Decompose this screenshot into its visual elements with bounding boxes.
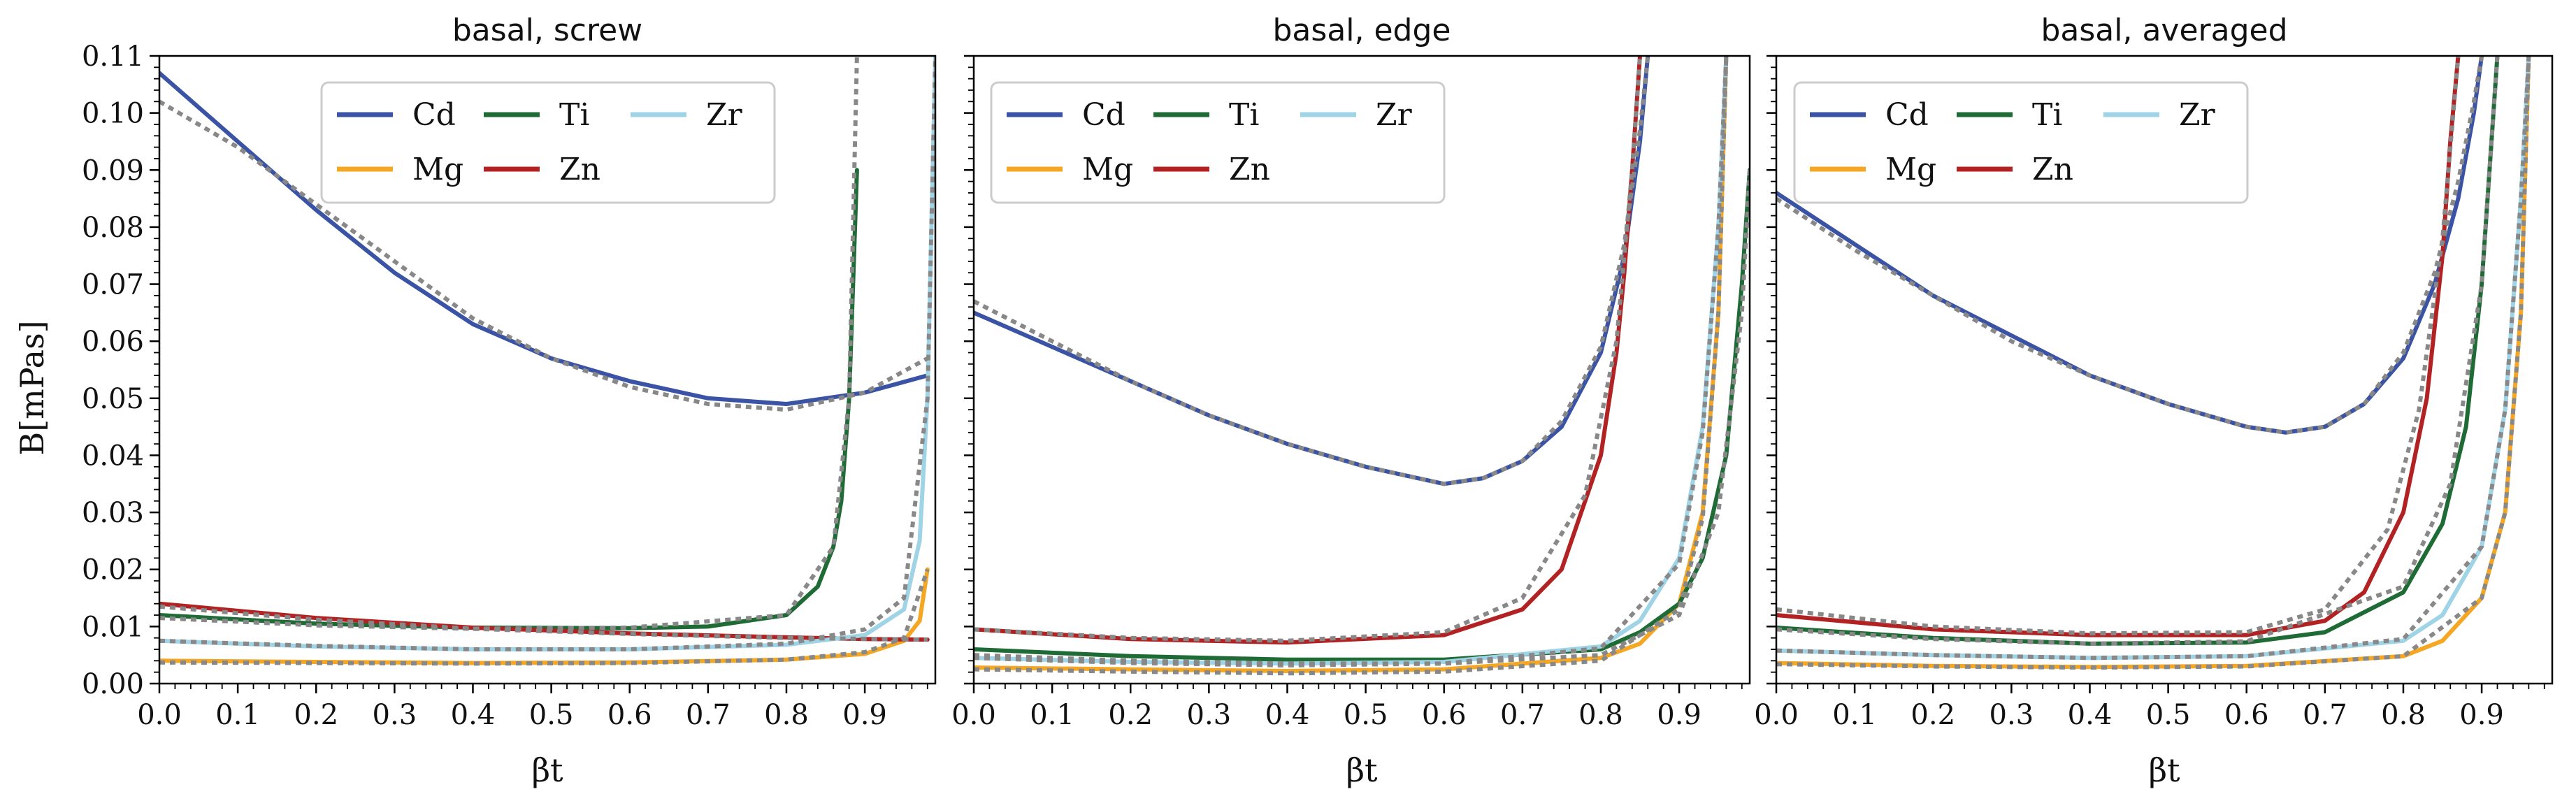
y-tick-label: 0.05: [82, 383, 144, 415]
fit-line-zr: [1776, 56, 2531, 661]
x-tick-label: 0.6: [2224, 699, 2269, 731]
legend-label-zn: Zn: [2032, 152, 2073, 187]
legend-label-zn: Zn: [1229, 152, 1270, 187]
x-tick-label: 0.1: [1832, 699, 1877, 731]
x-tick-label: 0.1: [1030, 699, 1074, 731]
x-tick-label: 0.3: [373, 699, 417, 731]
legend-label-cd: Cd: [412, 97, 456, 133]
x-tick-label: 0.6: [607, 699, 652, 731]
y-tick-label: 0.04: [82, 440, 144, 472]
x-tick-label: 0.4: [2068, 699, 2113, 731]
y-axis-label: B[mPas]: [13, 320, 51, 455]
legend-label-zr: Zr: [706, 97, 743, 133]
y-tick-label: 0.03: [82, 497, 144, 529]
axes-frame: [158, 55, 937, 685]
axes-frame: [1775, 55, 2554, 685]
x-tick-label: 0.2: [1911, 699, 1955, 731]
x-tick-label: 0.8: [2381, 699, 2426, 731]
panel-1: basal, screw 0.0 0.1 0.2 0.3 0.4 0.5 0.6 0.7 0.8 0…: [82, 13, 937, 789]
x-tick-label: 0.9: [842, 699, 887, 731]
fit-line-zn: [974, 56, 1642, 643]
legend-label-zn: Zn: [559, 152, 600, 187]
y-tick-label: 0.08: [82, 212, 144, 244]
panels-group: basal, screw 0.0 0.1 0.2 0.3 0.4 0.5 0.6 0.7 0.8 0…: [82, 13, 2554, 789]
fit-line-ti: [1776, 56, 2500, 646]
panel-2: basal, edge 0.0 0.1 0.2 0.3 0.4 0.5 0.6 0.7 0.8 0.…: [951, 13, 1751, 789]
panel-title: basal, averaged: [2041, 13, 2287, 48]
y-tick-label: 0.10: [82, 98, 144, 130]
legend: Cd Mg Ti Zn Zr: [1793, 81, 2249, 204]
y-tick-label: 0.00: [82, 668, 144, 700]
x-axis-label: βt: [531, 751, 563, 789]
x-tick-label: 0.0: [1754, 699, 1799, 731]
legend-label-mg: Mg: [412, 152, 463, 187]
x-tick-label: 0.9: [2459, 699, 2504, 731]
panel-3: basal, averaged 0.0 0.1 0.2 0.3 0.4 0.5 0.6 0.7 0…: [1754, 13, 2554, 789]
x-tick-label: 0.0: [951, 699, 996, 731]
x-tick-label: 0.6: [1422, 699, 1467, 731]
legend-label-ti: Ti: [1229, 97, 1259, 133]
fit-line-mg: [159, 568, 930, 666]
legend-label-cd: Cd: [1082, 97, 1125, 133]
x-tick-label: 0.5: [1344, 699, 1388, 731]
x-tick-label: 0.2: [1108, 699, 1153, 731]
fit-line-cd: [1776, 56, 2484, 435]
x-tick-label: 0.4: [1265, 699, 1310, 731]
fit-line-mg: [1776, 56, 2531, 670]
x-tick-label: 0.2: [294, 699, 338, 731]
x-tick-label: 0.7: [686, 699, 731, 731]
plot-area: [974, 56, 1750, 676]
x-axis-label: βt: [1346, 751, 1378, 789]
legend-label-cd: Cd: [1885, 97, 1929, 133]
x-tick-label: 0.4: [451, 699, 496, 731]
y-tick-label: 0.09: [82, 154, 144, 187]
x-tick-label: 0.3: [1989, 699, 2034, 731]
y-tick-label: 0.07: [82, 269, 144, 301]
x-tick-label: 0.0: [137, 699, 182, 731]
legend: Cd Mg Ti Zn Zr: [320, 81, 776, 204]
y-tick-label: 0.02: [82, 554, 144, 586]
x-tick-label: 0.7: [1500, 699, 1545, 731]
series-line-mg: [974, 56, 1729, 673]
x-tick-label: 0.9: [1657, 699, 1701, 731]
y-tick-label: 0.01: [82, 611, 144, 643]
legend-label-mg: Mg: [1885, 152, 1936, 187]
panel-title: basal, screw: [452, 13, 642, 48]
y-tick-label: 0.11: [82, 41, 144, 73]
fit-line-cd: [159, 99, 929, 412]
series-line-ti: [974, 168, 1750, 662]
legend-label-zr: Zr: [2179, 97, 2216, 133]
x-tick-label: 0.8: [764, 699, 809, 731]
legend-label-ti: Ti: [559, 97, 589, 133]
x-axis-label: βt: [2148, 751, 2180, 789]
fit-line-zn: [1776, 56, 2461, 636]
series-line-mg: [159, 567, 930, 665]
x-tick-label: 0.5: [2146, 699, 2191, 731]
y-tick-label: 0.06: [82, 326, 144, 358]
fit-line-cd: [974, 56, 1650, 486]
legend-label-mg: Mg: [1082, 152, 1133, 187]
x-tick-label: 0.8: [1578, 699, 1623, 731]
x-tick-label: 0.5: [529, 699, 574, 731]
x-tick-label: 0.1: [215, 699, 260, 731]
legend-label-zr: Zr: [1376, 97, 1413, 133]
x-tick-label: 0.7: [2303, 699, 2347, 731]
plot-area: [159, 56, 935, 666]
plot-area: [1776, 56, 2531, 670]
legend-label-ti: Ti: [2032, 97, 2062, 133]
fit-line-ti: [974, 170, 1750, 666]
series-line-cd: [159, 71, 930, 406]
x-tick-label: 0.3: [1187, 699, 1232, 731]
legend: Cd Mg Ti Zn Zr: [990, 81, 1446, 204]
panel-title: basal, edge: [1273, 13, 1451, 48]
axes-frame: [972, 55, 1751, 685]
